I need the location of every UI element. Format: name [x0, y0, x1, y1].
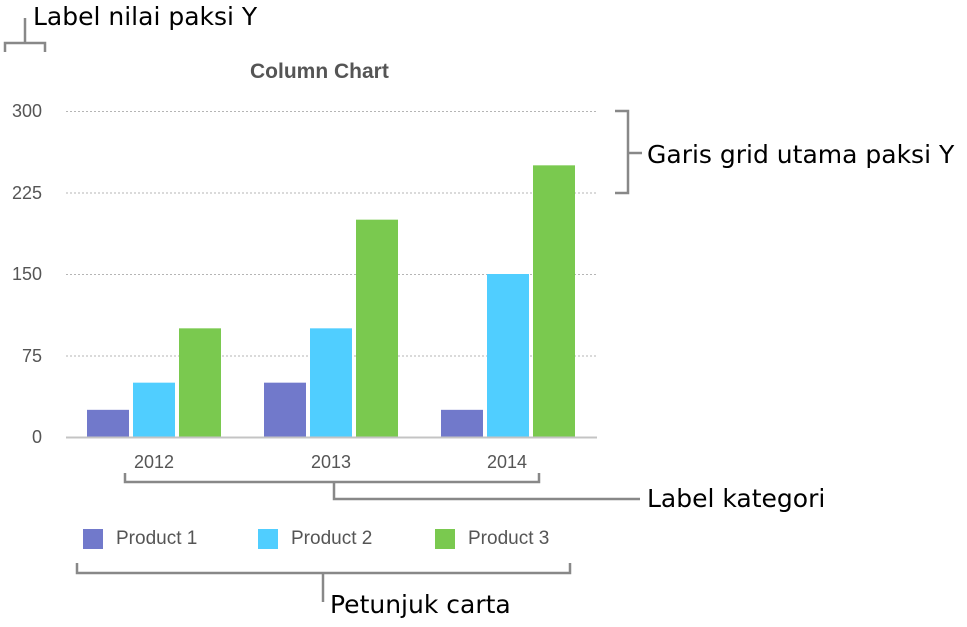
bar-product-1-2012	[87, 409, 129, 437]
legend-item-product-1: Product 1	[83, 528, 197, 550]
legend-label: Product 2	[291, 528, 373, 549]
bar-product-1-2014	[441, 409, 483, 437]
x-tick-label: 2013	[310, 452, 352, 472]
y-tick-label: 75	[21, 346, 42, 366]
bar-product-2-2012	[133, 382, 175, 437]
legend-item-product-3: Product 3	[435, 528, 549, 550]
bar-product-2-2013	[310, 328, 352, 437]
legend-bracket	[75, 563, 572, 602]
x-tick-label: 2012	[133, 452, 175, 472]
callout-category-labels: Label kategori	[647, 484, 826, 513]
callout-y-gridlines: Garis grid utama paksi Y	[647, 140, 955, 169]
y-tick-label: 225	[11, 183, 42, 203]
callout-legend: Petunjuk carta	[330, 590, 511, 619]
bar-product-2-2014	[487, 274, 529, 437]
y-tick-label: 150	[11, 264, 42, 284]
callout-y-value-label: Label nilai paksi Y	[33, 2, 258, 31]
legend-label: Product 1	[116, 528, 198, 549]
gridlines-bracket	[615, 109, 642, 195]
category-labels-bracket	[123, 473, 640, 501]
bar-product-3-2013	[356, 219, 398, 437]
legend-label: Product 3	[468, 528, 550, 549]
legend-swatch	[258, 529, 278, 549]
y-value-label-bracket	[3, 18, 47, 52]
legend-item-product-2: Product 2	[258, 528, 372, 550]
bar-product-3-2014	[533, 165, 575, 438]
y-tick-label: 0	[31, 427, 42, 447]
x-tick-label: 2014	[486, 452, 528, 472]
legend-swatch	[83, 529, 103, 549]
bar-product-1-2013	[264, 382, 306, 437]
bar-product-3-2012	[179, 328, 221, 437]
bars	[87, 165, 575, 438]
chart-title: Column Chart	[250, 60, 389, 83]
legend-swatch	[435, 529, 455, 549]
y-tick-label: 300	[11, 101, 42, 121]
